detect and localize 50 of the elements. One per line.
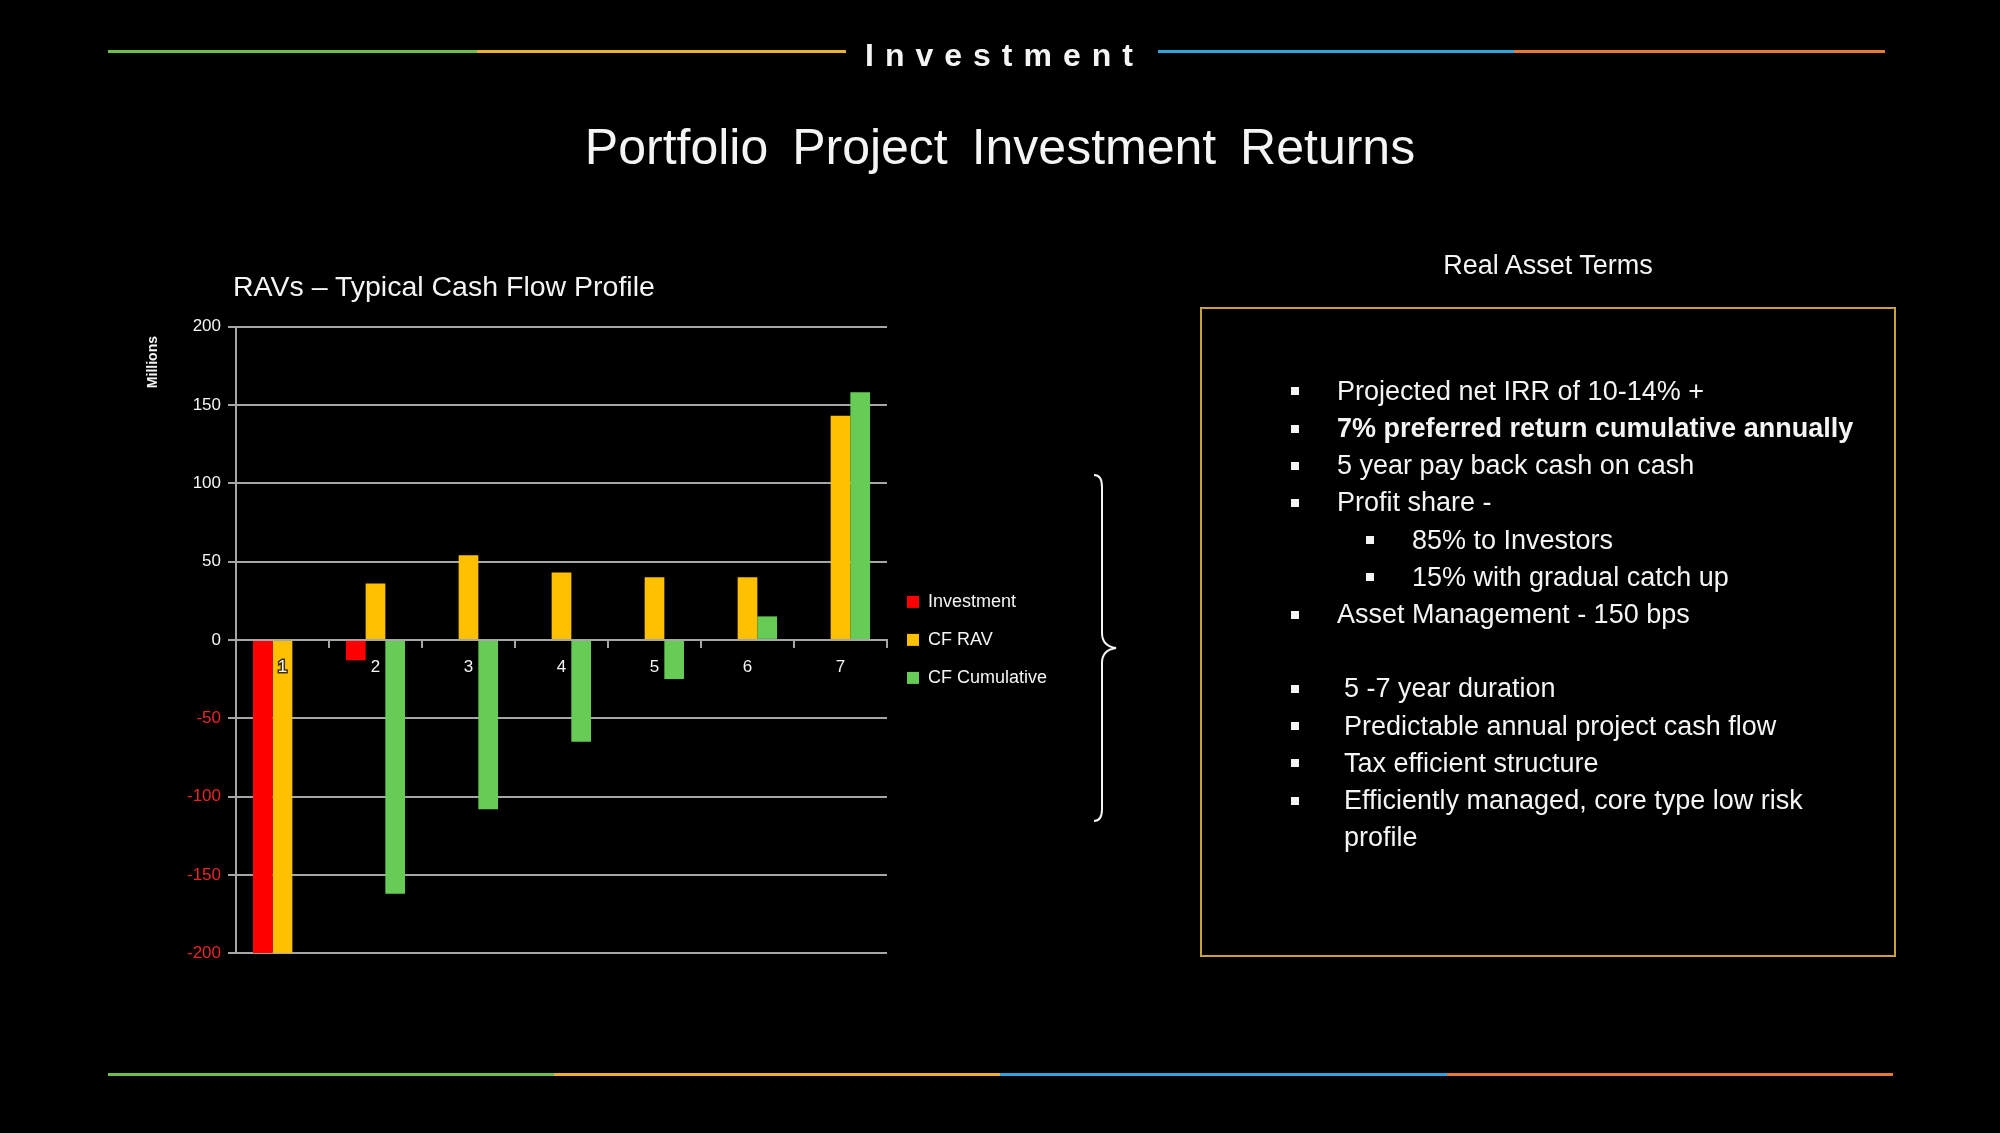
bar	[737, 577, 758, 639]
y-tick-label: -200	[186, 942, 221, 962]
text: Tax efficient structure	[1344, 746, 1599, 780]
text: Investment	[864, 37, 1144, 73]
text: Predictable annual project cash flow	[1344, 709, 1777, 743]
bar	[478, 640, 499, 810]
bar	[644, 577, 665, 639]
bar	[757, 616, 778, 639]
text: Efficiently managed, core type low risk profile	[1344, 784, 1804, 855]
text: 85% to Investors	[1412, 523, 1614, 557]
text: 5 year pay back cash on cash	[1337, 449, 1695, 483]
y-tick-label: -100	[186, 786, 221, 806]
x-tick-label: 1	[277, 656, 288, 676]
y-tick-label: 100	[192, 472, 221, 492]
bar	[664, 640, 685, 680]
text: Projected net IRR of 10-14% +	[1337, 374, 1704, 408]
bar	[385, 640, 406, 894]
y-tick-label: 150	[192, 394, 221, 414]
text: Portfolio Project Investment Returns	[584, 119, 1416, 175]
bar	[830, 415, 851, 639]
y-tick-label: 50	[202, 551, 221, 571]
bar	[458, 555, 479, 639]
text: 5 -7 year duration	[1344, 672, 1556, 706]
bar	[345, 640, 366, 661]
x-tick-label: 5	[649, 656, 660, 676]
x-tick-label: 2	[370, 656, 381, 676]
x-tick-label: 3	[463, 656, 474, 676]
text: 15% with gradual catch up	[1412, 560, 1729, 594]
x-tick-label: 7	[835, 656, 846, 676]
y-tick-label: -50	[196, 707, 221, 727]
bar	[272, 640, 293, 954]
y-tick-label: 200	[192, 316, 221, 336]
bar	[252, 640, 273, 954]
bar	[365, 583, 386, 639]
chart-title: RAVs – Typical Cash Flow Profile	[233, 270, 655, 302]
text: Profit share -	[1337, 486, 1492, 520]
legend-label: CF RAV	[928, 628, 993, 649]
text: Real Asset Terms	[1443, 250, 1653, 280]
bar	[850, 392, 871, 639]
legend-label: CF Cumulative	[928, 666, 1048, 687]
y-axis-title: Millions	[144, 336, 160, 389]
bar	[571, 640, 592, 742]
legend-label: Investment	[928, 590, 1017, 611]
text: 7% preferred return cumulative annually	[1337, 412, 1854, 445]
y-tick-label: 0	[211, 629, 221, 649]
bar	[551, 572, 572, 639]
x-tick-label: 4	[556, 656, 567, 676]
x-tick-label: 6	[742, 656, 753, 676]
y-tick-label: -150	[186, 864, 221, 884]
text: Asset Management - 150 bps	[1337, 598, 1690, 631]
